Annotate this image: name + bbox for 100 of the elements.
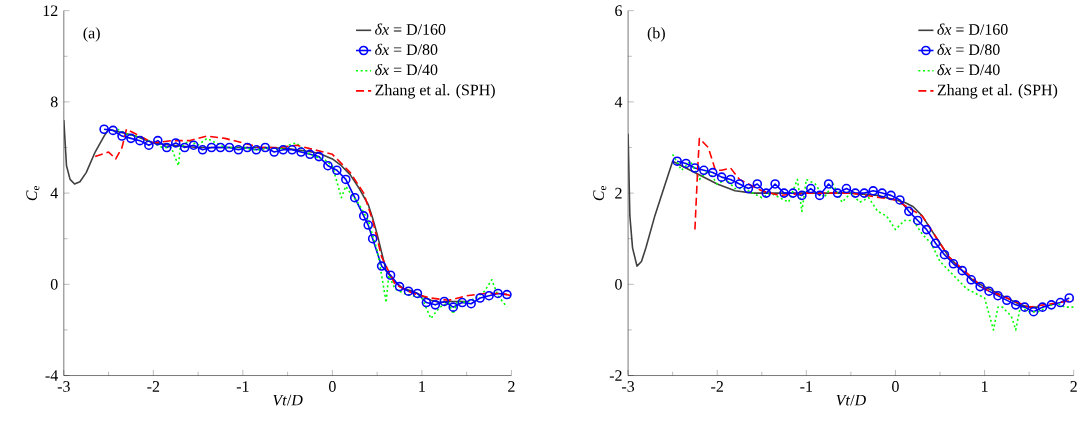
point (179, 142, 190, 153)
point (153, 135, 163, 146)
point (939, 249, 950, 260)
legend-label: δx = D/80 (937, 43, 1000, 55)
point (188, 140, 199, 150)
point (233, 144, 244, 155)
point (832, 188, 843, 198)
point (448, 302, 459, 312)
annotation: (a) (83, 27, 100, 42)
point (930, 238, 941, 248)
point (859, 188, 870, 198)
point (394, 281, 405, 292)
point (269, 147, 279, 157)
point (904, 206, 914, 216)
point (877, 188, 887, 198)
point (984, 286, 994, 296)
point (358, 210, 369, 221)
y-tick-label: 4 (614, 96, 623, 107)
point (323, 160, 333, 171)
y-tick-label: -4 (45, 370, 58, 381)
point (421, 297, 432, 308)
y-tick-label: 12 (43, 5, 58, 16)
point (895, 194, 905, 205)
point (242, 142, 253, 153)
point (161, 142, 172, 153)
point (144, 140, 154, 150)
point (1010, 299, 1021, 310)
point (841, 183, 852, 194)
point (367, 233, 378, 244)
point (314, 151, 324, 162)
point (690, 163, 700, 173)
point (363, 220, 373, 230)
point (484, 290, 494, 301)
point (823, 179, 834, 189)
point (725, 174, 736, 185)
point (770, 179, 780, 189)
point (502, 289, 512, 300)
point (1046, 299, 1057, 310)
point (734, 179, 745, 189)
point (457, 297, 467, 308)
point (966, 274, 976, 285)
point (788, 188, 798, 198)
point (975, 281, 985, 292)
point (1019, 302, 1030, 312)
point (814, 190, 825, 200)
x-tick-label: -1 (800, 380, 813, 392)
point (797, 190, 807, 200)
legend-label: Zhang et al. (SPH) (937, 83, 1058, 99)
point (117, 131, 127, 141)
point (260, 142, 271, 153)
point (466, 298, 476, 309)
point (957, 265, 968, 276)
point (806, 183, 816, 194)
x-tick-label: 1 (419, 380, 425, 392)
x-tick-label: -3 (622, 380, 635, 392)
x-axis-title: Vt/D (836, 394, 866, 406)
point (412, 288, 423, 299)
point (912, 215, 923, 226)
point (1037, 302, 1048, 312)
point (1055, 297, 1066, 308)
point (224, 142, 235, 153)
x-tick-label: -1 (236, 380, 249, 392)
y-tick-label: 2 (615, 187, 622, 199)
point (296, 147, 306, 157)
point (287, 144, 297, 155)
legend-label: δx = D/80 (375, 43, 438, 55)
point (716, 172, 727, 182)
point (868, 185, 878, 196)
point (197, 144, 208, 155)
point (921, 224, 932, 235)
x-tick-label: -2 (711, 380, 723, 392)
x-tick-label: 2 (1070, 380, 1077, 392)
point (126, 133, 136, 143)
point (385, 270, 396, 280)
legend-label: δx = D/160 (375, 23, 446, 35)
y-tick-label: 4 (50, 187, 58, 199)
y-tick-label: 0 (50, 278, 58, 290)
point (99, 124, 109, 134)
point (403, 286, 414, 296)
point (305, 149, 315, 159)
annotation: (b) (647, 27, 665, 42)
point (752, 179, 763, 189)
point (332, 165, 342, 175)
legend-label: δx = D/40 (937, 63, 1000, 76)
point (215, 142, 226, 153)
point (170, 137, 181, 148)
point (1064, 293, 1075, 303)
point (779, 188, 789, 198)
point (1002, 295, 1012, 305)
y-axis-title: C$_{e}$ (26, 185, 40, 201)
point (681, 158, 691, 169)
point (699, 165, 709, 175)
point (206, 142, 217, 153)
legend-label: δx = D/40 (375, 63, 438, 76)
x-tick-label: 0 (329, 380, 336, 392)
x-tick-label: 2 (508, 380, 515, 392)
point (707, 167, 718, 178)
x-tick-label: -2 (147, 380, 160, 392)
point (349, 192, 360, 203)
point (439, 296, 450, 307)
